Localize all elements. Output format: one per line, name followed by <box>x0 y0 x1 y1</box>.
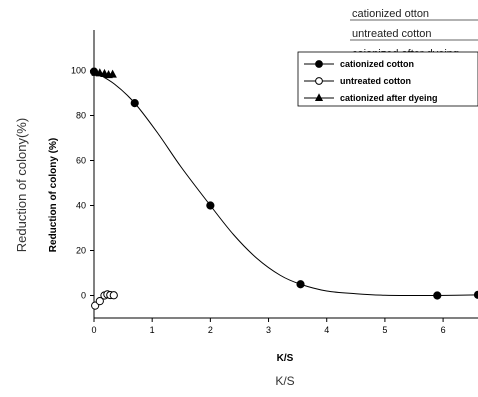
x-tick-label: 5 <box>382 325 387 335</box>
y-tick-label: 60 <box>76 156 86 166</box>
data-point-series-1 <box>206 201 215 210</box>
outer-x-label: K/S <box>275 374 294 388</box>
data-point-series-2 <box>95 297 104 306</box>
y-axis-title: Reduction of colony (%) <box>48 138 59 252</box>
x-tick-label: 0 <box>91 325 96 335</box>
data-point-series-2 <box>109 291 118 300</box>
x-tick-label: 4 <box>324 325 329 335</box>
fit-curve <box>93 71 478 297</box>
annotation-label-1: cationized otton <box>352 8 429 20</box>
legend-marker <box>315 60 323 68</box>
y-tick-label: 0 <box>81 291 86 301</box>
outer-y-label: Reduction of colony(%) <box>14 118 29 252</box>
x-axis-title: K/S <box>277 353 294 364</box>
legend-marker <box>314 93 324 101</box>
annotation-label-2: untreated cotton <box>352 28 432 40</box>
x-tick-label: 1 <box>150 325 155 335</box>
data-point-series-1 <box>433 291 442 300</box>
x-tick-label: 6 <box>441 325 446 335</box>
data-point-series-3 <box>108 69 117 78</box>
y-tick-label: 80 <box>76 111 86 121</box>
y-tick-label: 100 <box>71 66 86 76</box>
x-tick-label: 3 <box>266 325 271 335</box>
legend-box <box>297 51 478 107</box>
legend: cationized cotton untreated cotton cationi… <box>297 51 478 107</box>
data-point-series-1 <box>473 290 478 299</box>
legend-label: cationized after dyeing <box>340 93 438 103</box>
legend-label: cationized cotton <box>340 59 414 69</box>
data-point-series-3 <box>95 68 105 77</box>
x-tick-label: 2 <box>208 325 213 335</box>
y-tick-label: 40 <box>76 201 86 211</box>
y-tick-label: 20 <box>76 246 86 256</box>
legend-marker <box>315 77 323 85</box>
legend-label: untreated cotton <box>340 76 411 86</box>
data-point-series-1 <box>130 99 139 108</box>
data-point-series-1 <box>296 280 305 289</box>
